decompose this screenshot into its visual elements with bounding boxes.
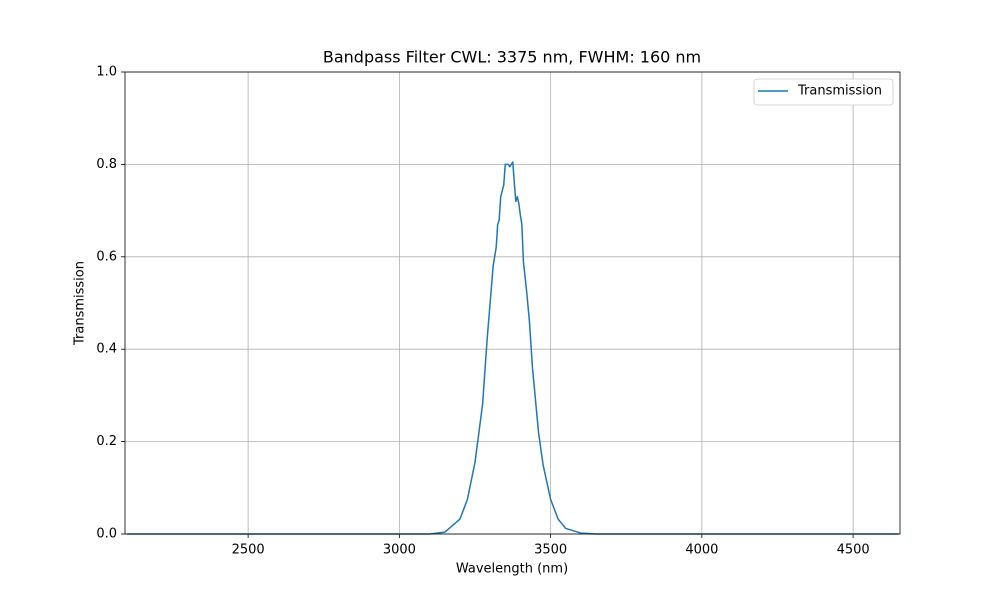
x-tick-label: 2500	[232, 543, 265, 558]
x-tick-label: 3000	[383, 543, 416, 558]
y-tick-label: 0.6	[96, 249, 117, 264]
data-line	[127, 161, 899, 535]
y-tick-label: 1.0	[96, 65, 117, 80]
x-tick-label: 3500	[534, 543, 567, 558]
y-axis-label: Transmission	[73, 261, 88, 346]
y-tick-label: 0.0	[96, 527, 117, 542]
y-tick-label: 0.8	[96, 157, 117, 172]
x-axis-label: Wavelength (nm)	[456, 562, 568, 577]
legend-label: Transmission	[797, 84, 882, 99]
chart-title: Bandpass Filter CWL: 3375 nm, FWHM: 160 …	[323, 48, 701, 67]
y-tick-label: 0.2	[96, 434, 117, 449]
legend-box	[753, 78, 894, 106]
y-tick-label: 0.4	[96, 342, 117, 357]
x-tick-label: 4500	[837, 543, 870, 558]
x-tick-label: 4000	[685, 543, 718, 558]
plot-frame	[124, 71, 901, 535]
